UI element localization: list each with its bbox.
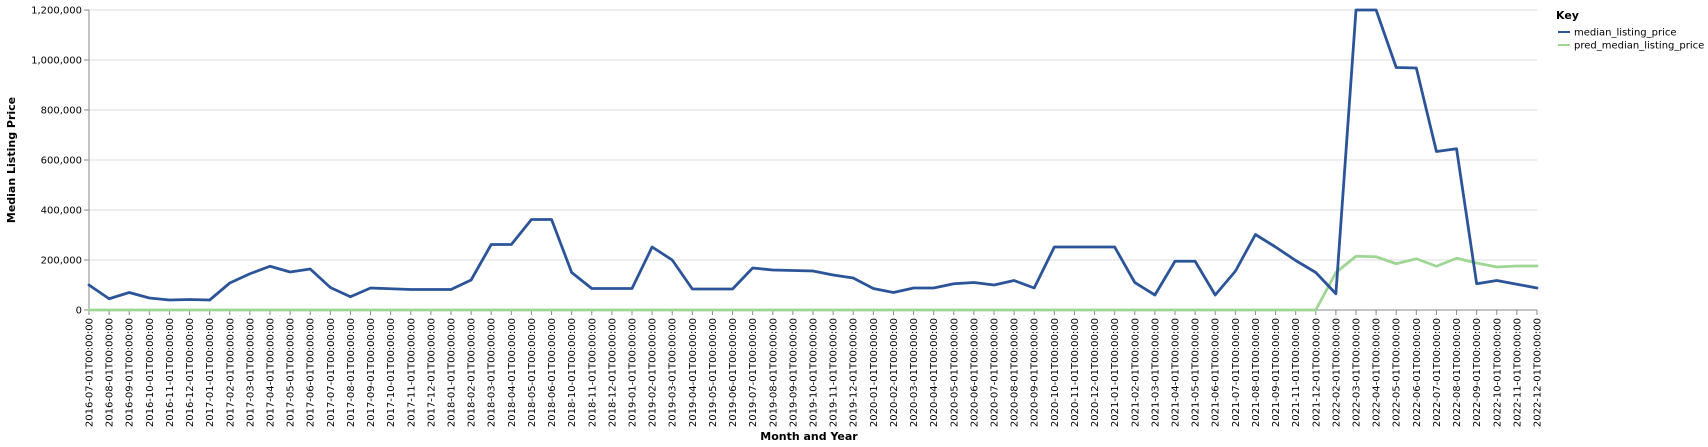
x-tick-label: 2018-02-01T00:00:00 [467, 318, 478, 427]
x-tick-label: 2019-05-01T00:00:00 [708, 318, 719, 427]
x-tick-label: 2017-09-01T00:00:00 [366, 318, 377, 427]
x-tick-label: 2020-03-01T00:00:00 [909, 318, 920, 427]
x-tick-label: 2018-01-01T00:00:00 [447, 318, 458, 427]
x-tick-label: 2019-12-01T00:00:00 [849, 318, 860, 427]
x-tick-label: 2019-04-01T00:00:00 [688, 318, 699, 427]
legend-label: median_listing_price [1574, 28, 1677, 39]
x-tick-label: 2021-09-01T00:00:00 [1271, 318, 1282, 427]
x-tick-label: 2020-11-01T00:00:00 [1070, 318, 1081, 427]
x-tick-label: 2017-03-01T00:00:00 [245, 318, 256, 427]
x-tick-label: 2017-02-01T00:00:00 [225, 318, 236, 427]
x-tick-label: 2017-11-01T00:00:00 [406, 318, 417, 427]
x-tick-label: 2022-07-01T00:00:00 [1432, 318, 1443, 427]
x-tick-label: 2019-01-01T00:00:00 [628, 318, 639, 427]
x-tick-label: 2021-02-01T00:00:00 [1130, 318, 1141, 427]
y-axis-title: Median Listing Price [5, 97, 18, 223]
y-tick-label: 1,000,000 [31, 56, 82, 67]
legend: Key median_listing_price pred_median_list… [1556, 9, 1704, 52]
x-tick-label: 2022-06-01T00:00:00 [1412, 318, 1423, 427]
x-tick-label: 2017-07-01T00:00:00 [326, 318, 337, 427]
x-tick-label: 2020-01-01T00:00:00 [869, 318, 880, 427]
x-tick-label: 2020-12-01T00:00:00 [1090, 318, 1101, 427]
grid [89, 9, 1537, 311]
legend-title: Key [1556, 9, 1579, 22]
x-tick-label: 2022-09-01T00:00:00 [1472, 318, 1483, 427]
x-tick-label: 2022-05-01T00:00:00 [1392, 318, 1403, 427]
x-tick-label: 2022-10-01T00:00:00 [1492, 318, 1503, 427]
x-tick-label: 2021-07-01T00:00:00 [1231, 318, 1242, 427]
x-tick-label: 2022-12-01T00:00:00 [1533, 318, 1544, 427]
legend-label: pred_median_listing_price [1574, 41, 1704, 52]
x-tick-label: 2017-10-01T00:00:00 [386, 318, 397, 427]
x-tick-label: 2021-03-01T00:00:00 [1150, 318, 1161, 427]
x-tick-label: 2021-01-01T00:00:00 [1110, 318, 1121, 427]
x-tick-label: 2016-08-01T00:00:00 [105, 318, 116, 427]
y-tick-label: 1,200,000 [31, 6, 82, 17]
y-tick-label: 800,000 [41, 106, 82, 117]
x-tick-label: 2017-05-01T00:00:00 [286, 318, 297, 427]
x-tick-label: 2019-06-01T00:00:00 [728, 318, 739, 427]
x-tick-label: 2018-03-01T00:00:00 [487, 318, 498, 427]
x-tick-label: 2017-12-01T00:00:00 [426, 318, 437, 427]
x-tick-label: 2016-11-01T00:00:00 [165, 318, 176, 427]
x-tick-label: 2020-04-01T00:00:00 [929, 318, 940, 427]
x-tick-label: 2019-10-01T00:00:00 [809, 318, 820, 427]
x-tick-label: 2022-02-01T00:00:00 [1331, 318, 1342, 427]
x-tick-label: 2020-08-01T00:00:00 [1010, 318, 1021, 427]
x-tick-label: 2020-10-01T00:00:00 [1050, 318, 1061, 427]
x-tick-label: 2018-05-01T00:00:00 [527, 318, 538, 427]
x-tick-label: 2017-04-01T00:00:00 [266, 318, 277, 427]
y-tick-label: 600,000 [41, 156, 82, 167]
x-tick-label: 2021-05-01T00:00:00 [1191, 318, 1202, 427]
x-tick-label: 2021-08-01T00:00:00 [1251, 318, 1262, 427]
x-tick-label: 2016-07-01T00:00:00 [85, 318, 96, 427]
y-tick-label: 400,000 [41, 206, 82, 217]
x-tick-label: 2020-06-01T00:00:00 [969, 318, 980, 427]
axes: 0 200,000 400,000 600,000 800,000 1,000,000 1,… [31, 6, 1543, 428]
x-tick-label: 2019-08-01T00:00:00 [768, 318, 779, 427]
x-tick-label: 2018-06-01T00:00:00 [547, 318, 558, 427]
x-tick-label: 2016-09-01T00:00:00 [125, 318, 136, 427]
series-lines [87, 8, 1539, 312]
x-tick-label: 2018-10-01T00:00:00 [567, 318, 578, 427]
x-tick-label: 2020-05-01T00:00:00 [949, 318, 960, 427]
x-tick-label: 2018-11-01T00:00:00 [587, 318, 598, 427]
x-tick-label: 2021-06-01T00:00:00 [1211, 318, 1222, 427]
series-line-median-listing-price [87, 8, 1539, 302]
x-tick-label: 2016-12-01T00:00:00 [185, 318, 196, 427]
x-tick-label: 2019-02-01T00:00:00 [648, 318, 659, 427]
x-tick-label: 2021-04-01T00:00:00 [1171, 318, 1182, 427]
x-tick-label: 2020-07-01T00:00:00 [990, 318, 1001, 427]
x-tick-label: 2019-03-01T00:00:00 [668, 318, 679, 427]
x-tick-label: 2019-07-01T00:00:00 [748, 318, 759, 427]
x-tick-label: 2021-11-01T00:00:00 [1291, 318, 1302, 427]
x-tick-label: 2022-04-01T00:00:00 [1372, 318, 1383, 427]
x-tick-label: 2022-11-01T00:00:00 [1512, 318, 1523, 427]
x-tick-label: 2020-09-01T00:00:00 [1030, 318, 1041, 427]
x-tick-label: 2020-02-01T00:00:00 [889, 318, 900, 427]
x-tick-label: 2021-12-01T00:00:00 [1311, 318, 1322, 427]
x-tick-label: 2017-08-01T00:00:00 [346, 318, 357, 427]
x-tick-label: 2019-09-01T00:00:00 [788, 318, 799, 427]
x-axis-title: Month and Year [760, 430, 858, 443]
x-tick-label: 2019-11-01T00:00:00 [829, 318, 840, 427]
x-tick-label: 2022-08-01T00:00:00 [1452, 318, 1463, 427]
x-tick-label: 2016-10-01T00:00:00 [145, 318, 156, 427]
x-tick-label: 2018-12-01T00:00:00 [607, 318, 618, 427]
x-tick-label: 2017-01-01T00:00:00 [205, 318, 216, 427]
x-tick-label: 2018-04-01T00:00:00 [507, 318, 518, 427]
x-tick-label: 2017-06-01T00:00:00 [306, 318, 317, 427]
series-line-pred-median-listing-price [87, 254, 1539, 312]
y-tick-label: 0 [76, 306, 82, 317]
x-tick-label: 2022-03-01T00:00:00 [1352, 318, 1363, 427]
y-tick-label: 200,000 [41, 256, 82, 267]
